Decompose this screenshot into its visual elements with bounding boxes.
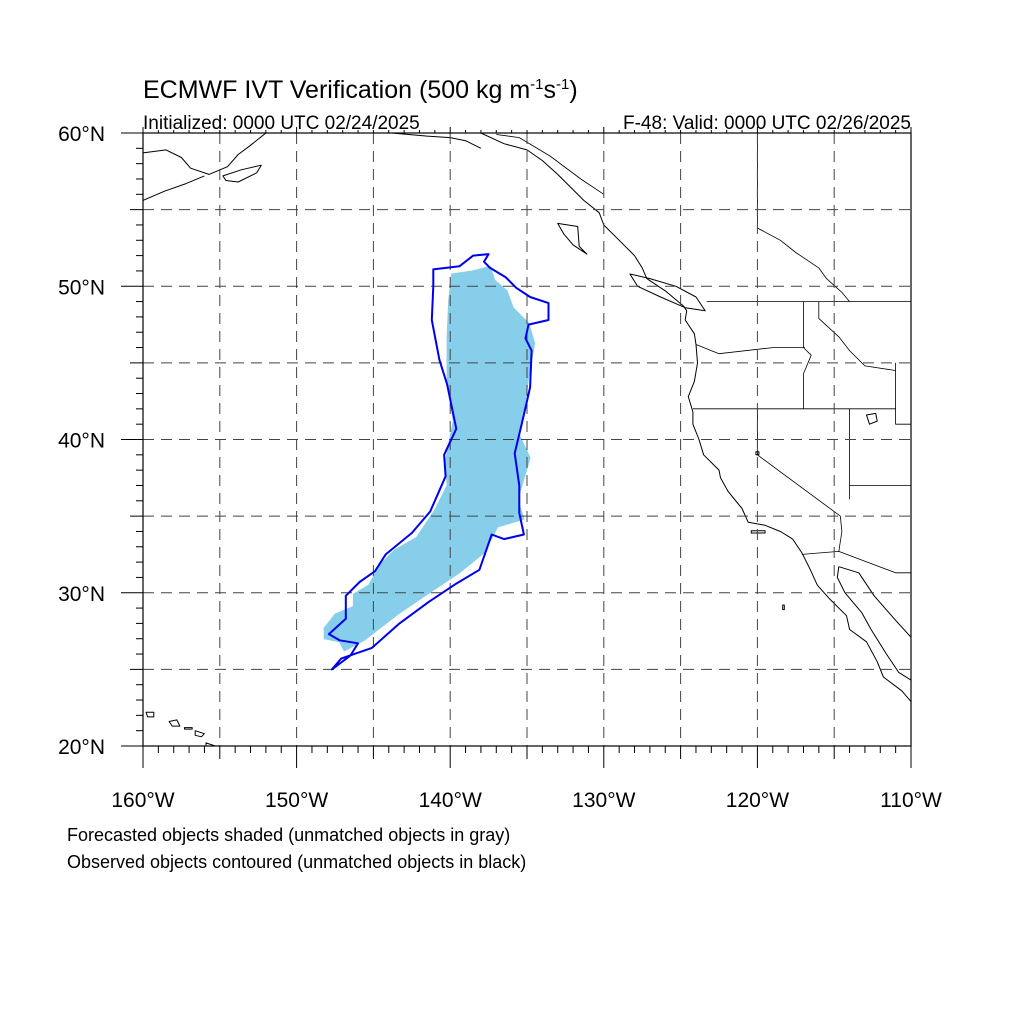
island-oahu <box>168 719 181 727</box>
lake-lake-tahoe <box>755 451 760 456</box>
border-canada-alaska-border <box>496 134 605 195</box>
x-tick-label: 140°W <box>419 789 482 812</box>
island-maui <box>194 730 205 738</box>
x-tick-label: 110°W <box>880 789 942 812</box>
y-tick-label: 50°N <box>58 276 105 299</box>
island-haida-gwaii <box>557 222 588 255</box>
border-california-arizona <box>838 516 843 552</box>
coastline-alaska-peninsula <box>143 133 267 175</box>
border-us-mexico-border <box>801 551 911 574</box>
observed-objects-layer <box>327 253 550 671</box>
observed-object-contour <box>327 253 550 671</box>
coastline-mexico-mainland-gulf-coast <box>838 566 911 638</box>
island-channel-islands <box>750 530 766 534</box>
legend-note-forecast: Forecasted objects shaded (unmatched obj… <box>67 825 511 845</box>
x-tick-label: 160°W <box>111 789 174 812</box>
y-tick-label: 30°N <box>58 583 105 606</box>
forecast-object-shaded <box>323 265 536 652</box>
island-vancouver-island <box>629 273 706 312</box>
border-idaho-west <box>803 301 812 409</box>
coastline-alaska-peninsula-south <box>143 175 205 201</box>
gridlines-layer <box>143 133 911 746</box>
x-tick-label: 130°W <box>572 789 635 812</box>
x-tick-label: 150°W <box>265 789 328 812</box>
border-bc-alberta-border <box>757 133 850 302</box>
axis-ticks-layer <box>121 127 912 768</box>
y-tick-label: 20°N <box>58 736 105 759</box>
island-kodiak-island <box>222 164 262 183</box>
forecast-objects-layer <box>323 265 536 652</box>
y-tick-label: 40°N <box>58 430 105 453</box>
lake-great-salt-lake <box>866 412 878 425</box>
political-borders-layer <box>496 133 911 574</box>
x-tick-label: 120°W <box>726 789 789 812</box>
plot-title: ECMWF IVT Verification (500 kg m-1s-1) <box>143 76 578 104</box>
border-washington-oregon <box>695 344 805 355</box>
island-guadalupe-island <box>782 604 785 611</box>
subtitle-valid-time: F-48: Valid: 0000 UTC 02/26/2025 <box>623 113 911 134</box>
legend-note-observed: Observed objects contoured (unmatched ob… <box>67 852 527 872</box>
border-wyoming-west <box>895 362 911 425</box>
subtitle-initialized: Initialized: 0000 UTC 02/24/2025 <box>143 113 420 134</box>
y-tick-label: 60°N <box>58 123 105 146</box>
axis-labels-layer: 160°W 150°W 140°W 130°W 120°W 110°W 20°N 30°N 40… <box>58 123 942 812</box>
border-idaho-montana <box>818 301 896 371</box>
coastline-baja-gulf-coast <box>836 566 911 681</box>
coastline-north-america-pacific-coast <box>480 133 911 702</box>
border-california-nevada <box>757 408 841 517</box>
island-molokai <box>184 727 193 730</box>
map-panel: 160°W 150°W 140°W 130°W 120°W 110°W 20°N 30°N 40… <box>58 123 942 812</box>
island-kauai <box>145 711 155 718</box>
coastline-layer <box>143 133 911 746</box>
coastline-gulf-of-alaska-coast <box>373 133 482 149</box>
